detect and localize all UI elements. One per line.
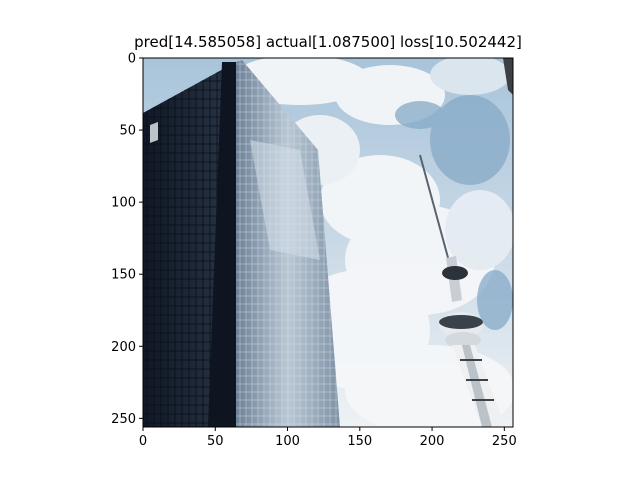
- y-tick-label: 200: [111, 340, 136, 355]
- x-tick-label: 250: [492, 434, 517, 449]
- plot-title: pred[14.585058] actual[1.087500] loss[10…: [134, 33, 522, 51]
- x-tick-label: 100: [275, 434, 300, 449]
- sky-tower: [419, 154, 505, 427]
- y-tick-label: 250: [111, 412, 136, 427]
- x-tick-label: 150: [347, 434, 372, 449]
- y-tick-label: 100: [111, 196, 136, 211]
- x-axis: 0 50 100 150 200 250: [139, 427, 517, 449]
- y-axis: 0 50 100 150 200 250: [111, 52, 143, 427]
- x-tick-label: 200: [420, 434, 445, 449]
- y-tick-label: 150: [111, 268, 136, 283]
- office-building: [143, 60, 340, 427]
- axes-frame: [142, 57, 514, 428]
- photo-image: [143, 58, 513, 427]
- edge-building: [503, 58, 513, 95]
- x-tick-label: 50: [207, 434, 224, 449]
- x-tick-label: 0: [139, 434, 147, 449]
- sky-patches: [395, 95, 513, 330]
- y-tick-label: 0: [128, 52, 136, 67]
- y-tick-label: 50: [119, 124, 136, 139]
